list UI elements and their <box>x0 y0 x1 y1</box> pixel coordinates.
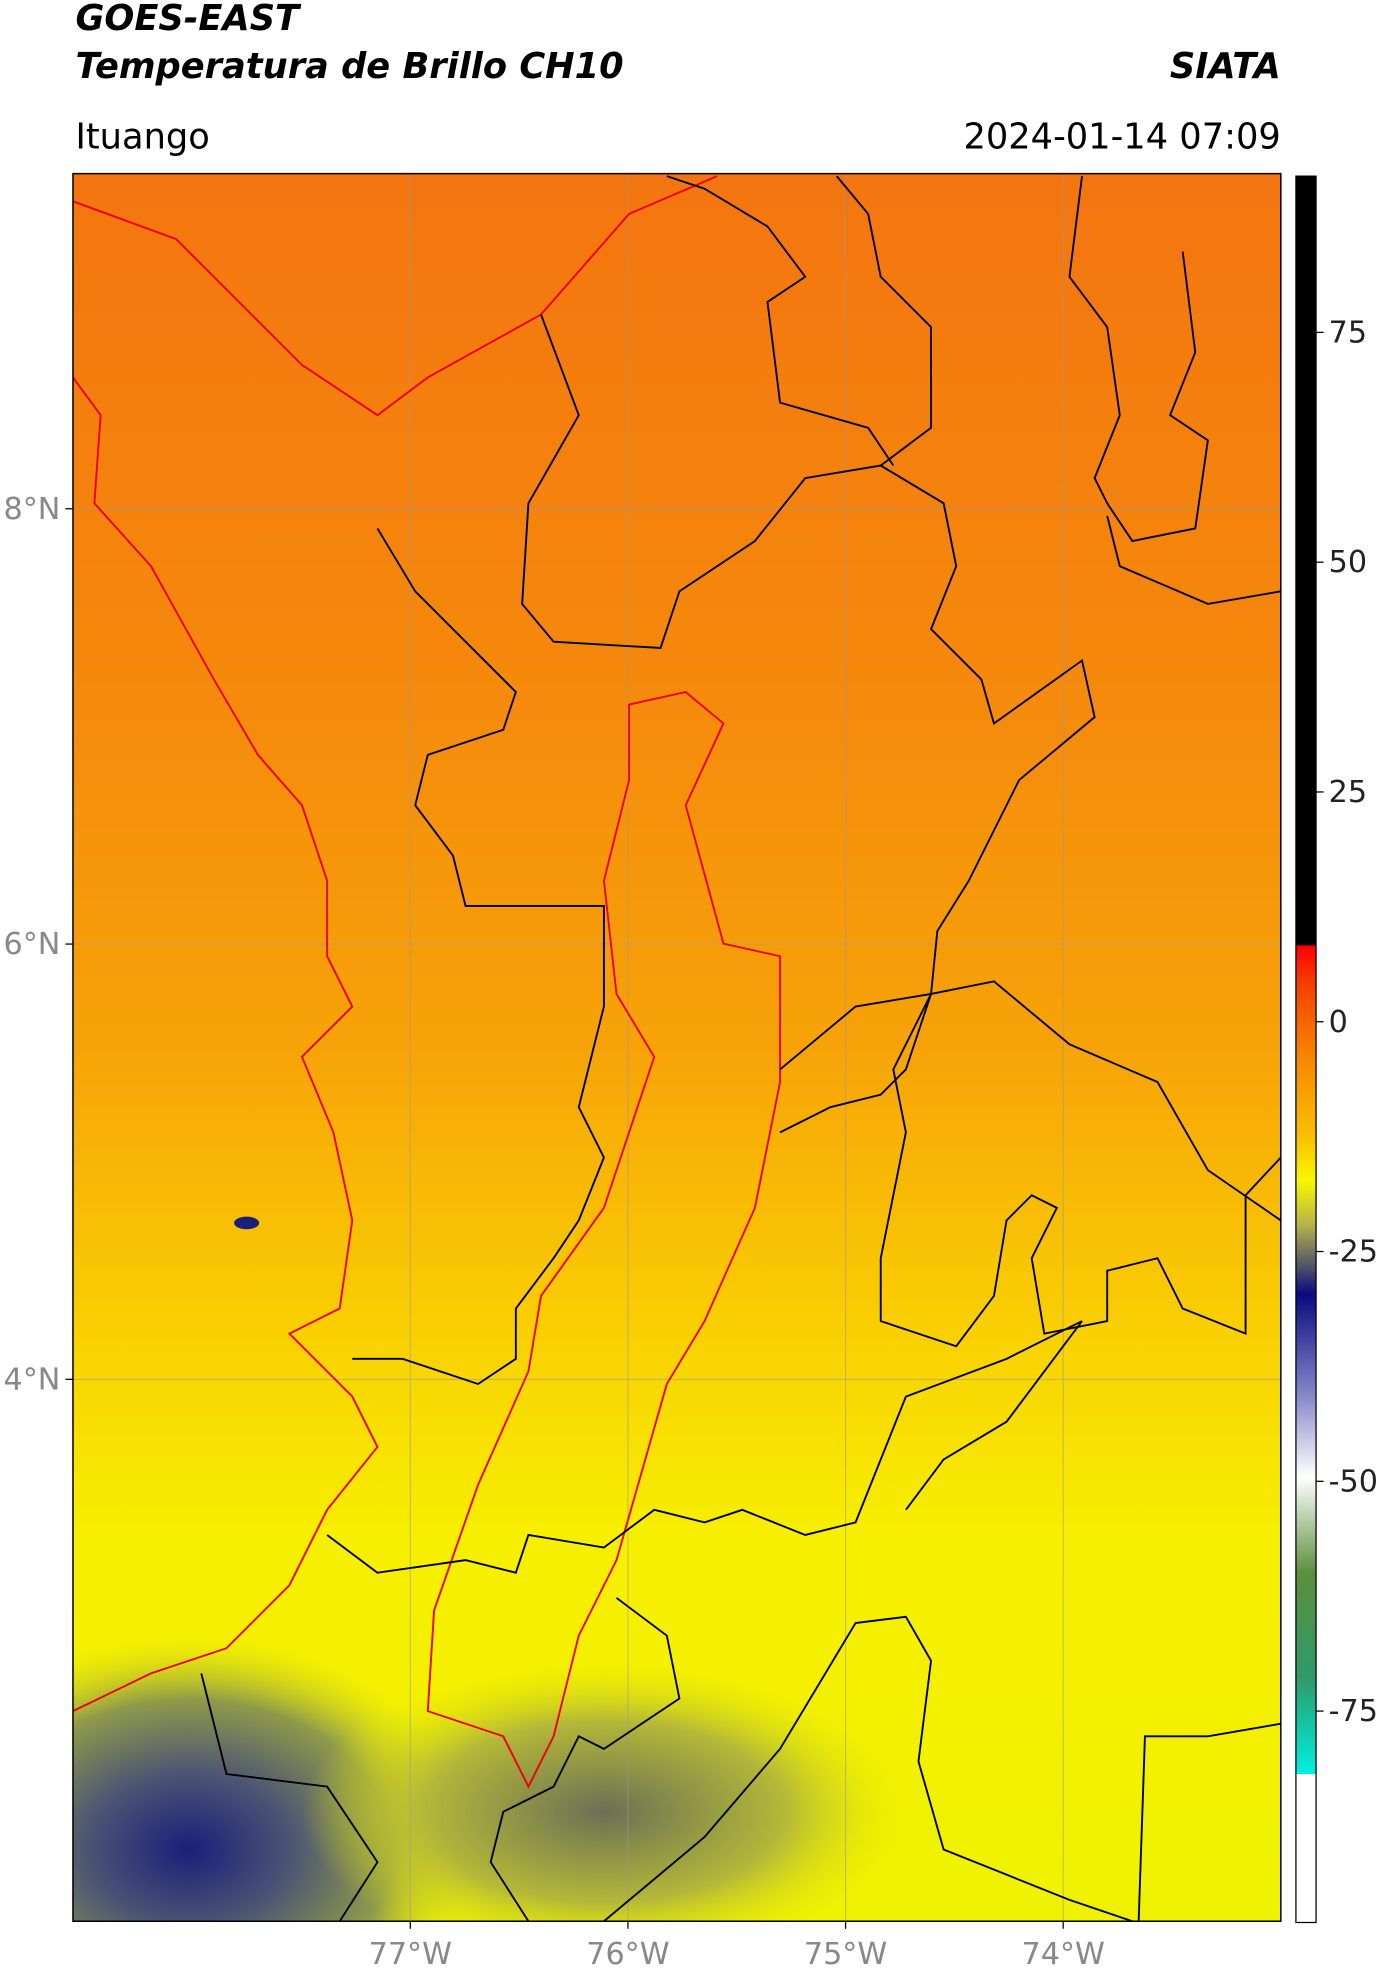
x-tick-label: 75°W <box>804 1937 887 1972</box>
y-tick-label: 6°N <box>4 927 61 962</box>
timestamp: 2024-01-14 07:09 <box>963 116 1280 157</box>
colorbar-tick-label: 75 <box>1329 315 1367 350</box>
x-tick-label: 77°W <box>369 1937 452 1972</box>
colorbar-tick-label: -50 <box>1329 1464 1378 1499</box>
source: SIATA <box>1170 46 1281 87</box>
cold-cloud <box>302 1660 906 1922</box>
colorbar-axis: -75 -50 -25 0 25 50 75 <box>1316 315 1378 1729</box>
location: Ituango <box>75 116 209 157</box>
colorbar-tick-label: -25 <box>1329 1235 1378 1270</box>
map-frame <box>72 172 1282 1922</box>
black-boundaries <box>200 175 1281 1922</box>
x-tick-label: 74°W <box>1022 1937 1105 1972</box>
axes: 77°W 76°W 75°W 74°W 4°N 6°N 8°N <box>4 492 1105 1972</box>
colorbar <box>1295 175 1317 1924</box>
y-tick-label: 8°N <box>4 492 61 527</box>
map-background <box>72 173 1281 1922</box>
red-boundaries <box>72 175 782 1789</box>
subtitle: Temperatura de Brillo CH10 <box>75 46 623 87</box>
y-tick-label: 4°N <box>4 1362 61 1397</box>
map-area <box>72 173 1281 1922</box>
grid <box>72 173 1281 1922</box>
cold-spot <box>234 1216 260 1230</box>
x-tick-label: 76°W <box>586 1937 669 1972</box>
colorbar-tick-label: -75 <box>1329 1694 1378 1729</box>
colorbar-tick-label: 0 <box>1329 1005 1348 1040</box>
title: GOES-EAST <box>75 0 302 39</box>
colorbar-tick-label: 50 <box>1329 545 1367 580</box>
colorbar-tick-label: 25 <box>1329 775 1367 810</box>
